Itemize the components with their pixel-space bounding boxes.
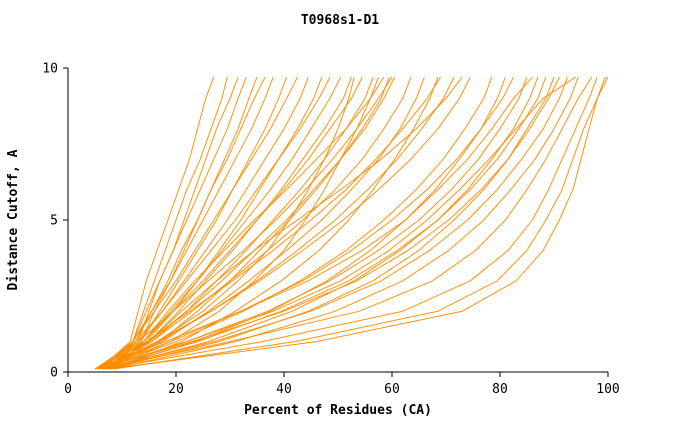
model-curve bbox=[110, 76, 385, 370]
model-curve bbox=[100, 76, 309, 370]
model-curve bbox=[94, 76, 533, 370]
x-tick-label: 80 bbox=[492, 382, 508, 397]
model-curve bbox=[102, 76, 228, 370]
model-curve bbox=[100, 76, 576, 370]
model-curve bbox=[111, 76, 579, 370]
x-tick-label: 100 bbox=[596, 382, 619, 397]
model-curve bbox=[100, 76, 412, 370]
model-curve bbox=[102, 76, 396, 370]
model-curve bbox=[97, 76, 560, 370]
model-curve bbox=[100, 76, 355, 370]
model-curve bbox=[113, 76, 609, 370]
model-curve bbox=[100, 76, 266, 370]
model-curve bbox=[97, 76, 363, 370]
model-curve bbox=[97, 76, 442, 370]
y-tick-label: 5 bbox=[50, 214, 58, 229]
model-curve bbox=[108, 76, 606, 370]
model-curve bbox=[108, 76, 323, 370]
model-curve bbox=[97, 76, 247, 370]
model-curve bbox=[105, 76, 379, 370]
x-tick-label: 20 bbox=[168, 382, 184, 397]
model-curve bbox=[105, 76, 239, 370]
model-curve bbox=[97, 76, 298, 370]
model-curve bbox=[100, 76, 215, 370]
model-curve bbox=[94, 76, 393, 370]
model-curve bbox=[102, 76, 568, 370]
model-curve bbox=[100, 76, 593, 370]
x-axis-label: Percent of Residues (CA) bbox=[244, 403, 432, 418]
model-curve bbox=[97, 76, 514, 370]
y-axis-label: Distance Cutoff, A bbox=[6, 149, 21, 291]
y-tick-label: 10 bbox=[42, 62, 58, 77]
model-curve bbox=[102, 76, 274, 370]
model-curve bbox=[102, 76, 493, 370]
x-tick-label: 60 bbox=[384, 382, 400, 397]
chart-title: T0968s1-D1 bbox=[300, 13, 380, 28]
model-curve bbox=[105, 76, 598, 370]
model-curve bbox=[100, 76, 471, 370]
x-tick-label: 40 bbox=[276, 382, 292, 397]
x-tick-label: 0 bbox=[64, 382, 72, 397]
model-curve bbox=[113, 76, 463, 370]
model-curve bbox=[94, 76, 331, 370]
y-tick-label: 0 bbox=[50, 366, 58, 381]
model-curve bbox=[100, 76, 528, 370]
